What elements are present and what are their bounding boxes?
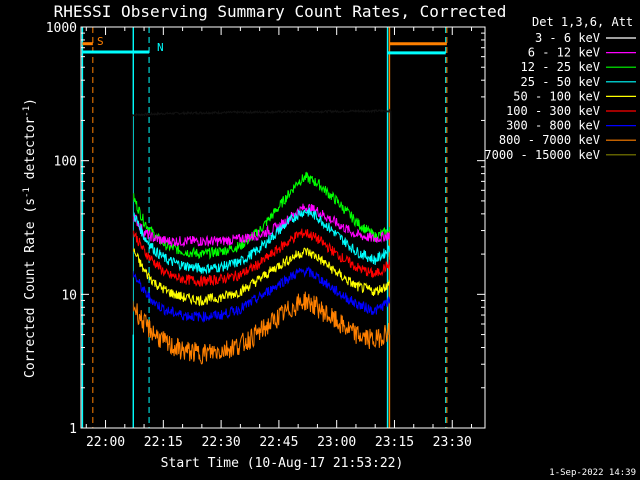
plot-frame xyxy=(80,26,486,429)
y-tick-label: 1000 xyxy=(46,21,77,36)
x-tick-label: 23:15 xyxy=(375,435,414,450)
y-axis-label-sup1: -1 xyxy=(22,187,32,198)
series-line xyxy=(132,246,391,307)
legend-label: 7000 - 15000 keV xyxy=(484,148,600,162)
x-axis-label: Start Time (10-Aug-17 21:53:22) xyxy=(161,456,404,471)
y-tick-label: 10 xyxy=(61,288,77,303)
s-marker-label: S xyxy=(97,35,104,48)
legend-title: Det 1,3,6, Att 0 xyxy=(532,15,640,29)
legend-label: 300 - 800 keV xyxy=(506,119,600,133)
y-axis-label-mid: detector xyxy=(23,117,38,188)
legend-label: 100 - 300 keV xyxy=(506,104,600,118)
series-line xyxy=(132,203,391,248)
x-axis: 22:00 22:15 22:30 22:45 23:00 23:15 23:30 xyxy=(85,27,473,450)
x-tick-label: 22:00 xyxy=(86,435,125,450)
legend-label: 25 - 50 keV xyxy=(521,75,600,89)
y-tick-label: 100 xyxy=(54,155,77,170)
marker-lines xyxy=(81,27,448,428)
series-layer xyxy=(131,108,392,365)
y-axis-label-part: Corrected Count Rate (s xyxy=(23,198,38,378)
legend-label: 6 - 12 keV xyxy=(528,46,600,60)
x-tick-label: 22:30 xyxy=(202,435,241,450)
y-axis-label: Corrected Count Rate (s-1 detector-1) xyxy=(22,98,38,378)
legend-label: 12 - 25 keV xyxy=(521,60,600,74)
series-line xyxy=(132,206,391,275)
chart-title: RHESSI Observing Summary Count Rates, Co… xyxy=(54,2,507,21)
n-marker-label: N xyxy=(157,41,164,54)
x-tick-label: 23:00 xyxy=(317,435,356,450)
series-line xyxy=(132,228,391,287)
legend-label: 800 - 7000 keV xyxy=(499,133,600,147)
legend-label: 3 - 6 keV xyxy=(535,31,600,45)
legend-label: 50 - 100 keV xyxy=(513,89,600,103)
plot-area: 1 10 100 1000 22:00 22:15 22:30 22:45 23:00 23:1… xyxy=(46,21,486,450)
y-tick-label: 1 xyxy=(69,422,77,437)
series-line xyxy=(132,108,391,117)
footer-timestamp: 1-Sep-2022 14:39 xyxy=(549,468,636,478)
series-line xyxy=(132,291,391,365)
y-axis-label-sup2: -1 xyxy=(22,106,32,117)
x-tick-label: 22:45 xyxy=(259,435,298,450)
series-line xyxy=(132,266,391,323)
y-axis-label-end: ) xyxy=(23,98,38,106)
x-tick-label: 22:15 xyxy=(144,435,183,450)
y-axis: 1 10 100 1000 xyxy=(46,21,485,437)
series-line xyxy=(132,171,391,260)
x-tick-label: 23:30 xyxy=(433,435,472,450)
